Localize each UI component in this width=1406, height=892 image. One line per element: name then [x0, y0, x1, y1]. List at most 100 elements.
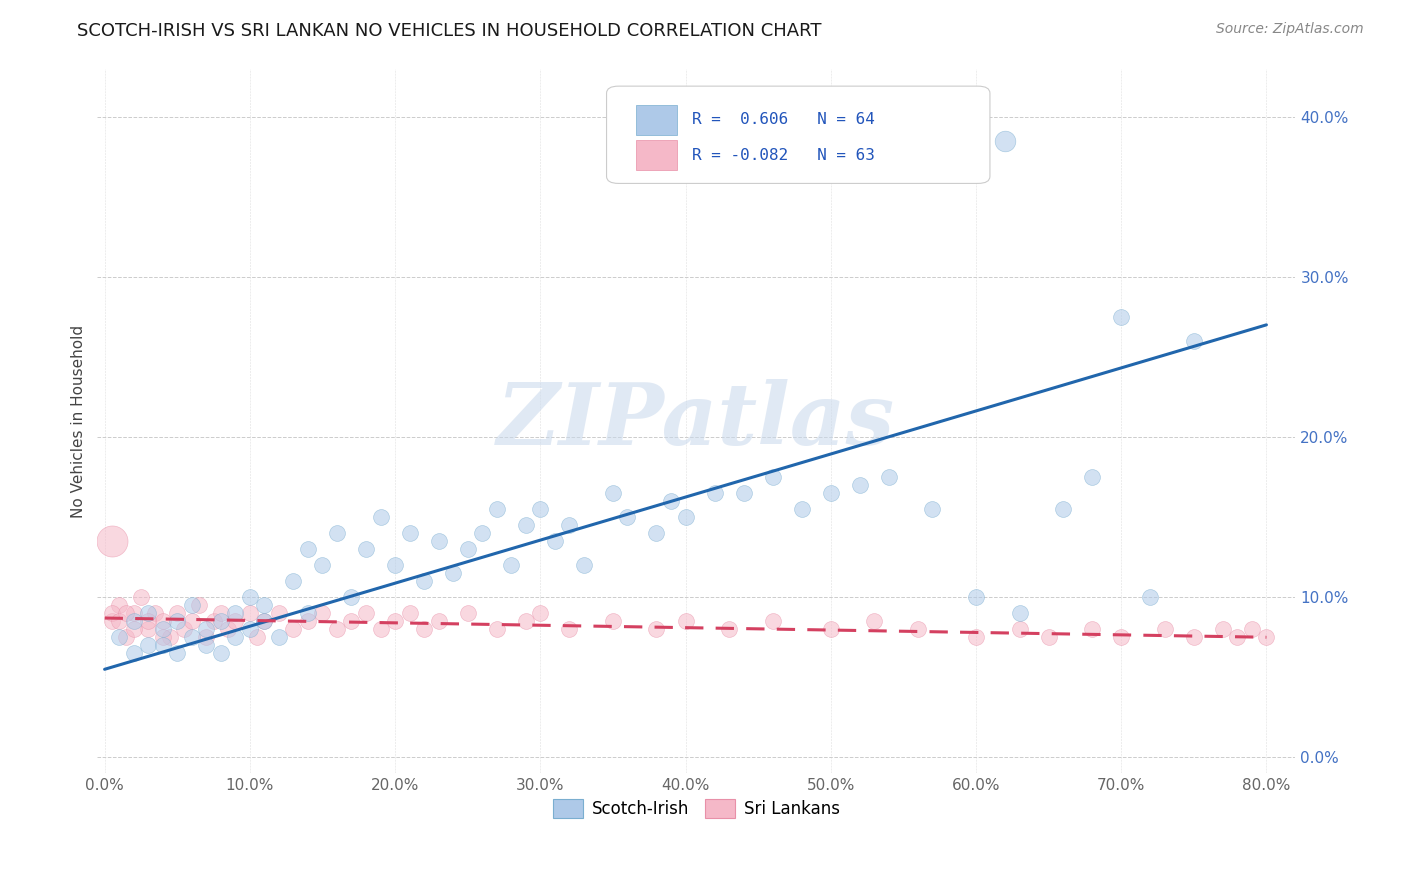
Point: [145, 606, 167, 620]
Text: R = -0.082   N = 63: R = -0.082 N = 63: [692, 148, 875, 162]
Point: [209, 606, 232, 620]
Point: [101, 606, 124, 620]
Point: [820, 622, 842, 636]
Point: [122, 614, 145, 628]
Point: [297, 542, 319, 557]
Point: [659, 494, 682, 508]
Point: [129, 591, 152, 605]
Point: [820, 486, 842, 500]
Point: [994, 134, 1017, 148]
Point: [354, 606, 377, 620]
Point: [202, 614, 225, 628]
Point: [1008, 606, 1031, 620]
Point: [1182, 630, 1205, 644]
Point: [398, 606, 420, 620]
Point: [457, 606, 479, 620]
Point: [108, 630, 131, 644]
Point: [457, 542, 479, 557]
Y-axis label: No Vehicles in Household: No Vehicles in Household: [72, 325, 86, 517]
Point: [1240, 622, 1263, 636]
Point: [122, 646, 145, 660]
Point: [136, 606, 159, 620]
Point: [166, 614, 188, 628]
Point: [326, 526, 349, 541]
Point: [1226, 630, 1249, 644]
Point: [572, 558, 595, 573]
Point: [733, 486, 755, 500]
Text: R =  0.606   N = 64: R = 0.606 N = 64: [692, 112, 875, 128]
Point: [166, 646, 188, 660]
Point: [195, 622, 218, 636]
Point: [485, 502, 508, 516]
Point: [384, 558, 406, 573]
Point: [115, 630, 138, 644]
Legend: Scotch-Irish, Sri Lankans: Scotch-Irish, Sri Lankans: [547, 792, 846, 825]
Point: [246, 630, 269, 644]
Point: [602, 614, 624, 628]
Point: [217, 622, 239, 636]
Point: [384, 614, 406, 628]
Point: [485, 622, 508, 636]
Point: [427, 534, 450, 549]
Point: [253, 614, 276, 628]
Point: [159, 630, 181, 644]
Text: Source: ZipAtlas.com: Source: ZipAtlas.com: [1216, 22, 1364, 37]
Point: [136, 622, 159, 636]
Point: [267, 606, 290, 620]
Point: [907, 622, 929, 636]
FancyBboxPatch shape: [637, 140, 678, 170]
Point: [180, 614, 202, 628]
Point: [224, 606, 246, 620]
Point: [413, 622, 436, 636]
Point: [122, 622, 145, 636]
Point: [188, 598, 211, 612]
Point: [195, 630, 218, 644]
Point: [471, 526, 494, 541]
Point: [136, 614, 159, 628]
Point: [427, 614, 450, 628]
Point: [529, 606, 551, 620]
Point: [267, 630, 290, 644]
Point: [515, 518, 537, 533]
Point: [311, 606, 333, 620]
Point: [762, 470, 785, 484]
Point: [297, 614, 319, 628]
Point: [1153, 622, 1175, 636]
Point: [311, 558, 333, 573]
Point: [340, 614, 363, 628]
Point: [239, 622, 262, 636]
Point: [703, 486, 725, 500]
Point: [1109, 310, 1132, 324]
Point: [253, 614, 276, 628]
Text: SCOTCH-IRISH VS SRI LANKAN NO VEHICLES IN HOUSEHOLD CORRELATION CHART: SCOTCH-IRISH VS SRI LANKAN NO VEHICLES I…: [77, 22, 823, 40]
Point: [558, 622, 581, 636]
Point: [1008, 622, 1031, 636]
Point: [209, 646, 232, 660]
Point: [326, 622, 349, 636]
Point: [1081, 622, 1104, 636]
Point: [645, 526, 668, 541]
Point: [152, 614, 174, 628]
Point: [209, 614, 232, 628]
Point: [180, 598, 202, 612]
Point: [501, 558, 523, 573]
Point: [370, 622, 392, 636]
Point: [1139, 591, 1161, 605]
Point: [1212, 622, 1234, 636]
Point: [283, 574, 305, 589]
Point: [877, 470, 900, 484]
Point: [762, 614, 785, 628]
Point: [173, 622, 195, 636]
Point: [529, 502, 551, 516]
Point: [122, 606, 145, 620]
Point: [195, 638, 218, 652]
Point: [1038, 630, 1060, 644]
FancyBboxPatch shape: [637, 105, 678, 135]
Point: [616, 510, 638, 524]
Point: [1182, 334, 1205, 348]
Point: [224, 630, 246, 644]
Point: [602, 486, 624, 500]
Point: [921, 502, 943, 516]
Point: [515, 614, 537, 628]
Point: [558, 518, 581, 533]
